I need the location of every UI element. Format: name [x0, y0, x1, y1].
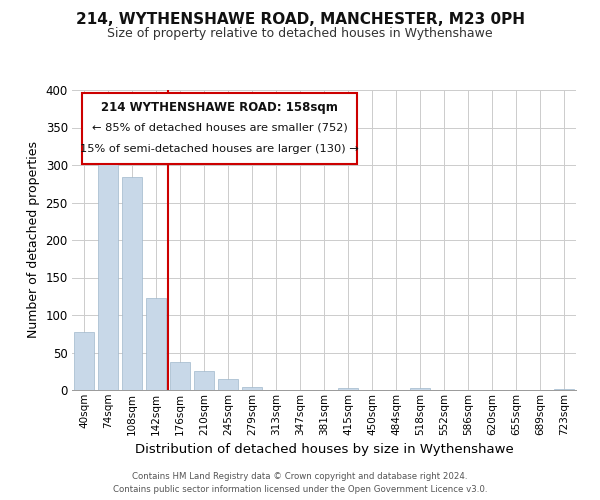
- Text: Size of property relative to detached houses in Wythenshawe: Size of property relative to detached ho…: [107, 28, 493, 40]
- Text: Contains public sector information licensed under the Open Government Licence v3: Contains public sector information licen…: [113, 485, 487, 494]
- Bar: [146, 298, 166, 390]
- Bar: [338, 388, 358, 390]
- Bar: [410, 388, 430, 390]
- Text: 214, WYTHENSHAWE ROAD, MANCHESTER, M23 0PH: 214, WYTHENSHAWE ROAD, MANCHESTER, M23 0…: [76, 12, 524, 28]
- Bar: [218, 379, 238, 390]
- Text: ← 85% of detached houses are smaller (752): ← 85% of detached houses are smaller (75…: [92, 122, 347, 132]
- Bar: [170, 362, 190, 390]
- Bar: [554, 388, 574, 390]
- Bar: [194, 371, 214, 390]
- Bar: [242, 387, 262, 390]
- Text: Contains HM Land Registry data © Crown copyright and database right 2024.: Contains HM Land Registry data © Crown c…: [132, 472, 468, 481]
- Bar: [98, 142, 118, 390]
- Y-axis label: Number of detached properties: Number of detached properties: [27, 142, 40, 338]
- FancyBboxPatch shape: [82, 93, 357, 164]
- Bar: [122, 177, 142, 390]
- Text: 214 WYTHENSHAWE ROAD: 158sqm: 214 WYTHENSHAWE ROAD: 158sqm: [101, 100, 338, 114]
- Text: 15% of semi-detached houses are larger (130) →: 15% of semi-detached houses are larger (…: [80, 144, 359, 154]
- X-axis label: Distribution of detached houses by size in Wythenshawe: Distribution of detached houses by size …: [134, 443, 514, 456]
- Bar: [74, 332, 94, 390]
